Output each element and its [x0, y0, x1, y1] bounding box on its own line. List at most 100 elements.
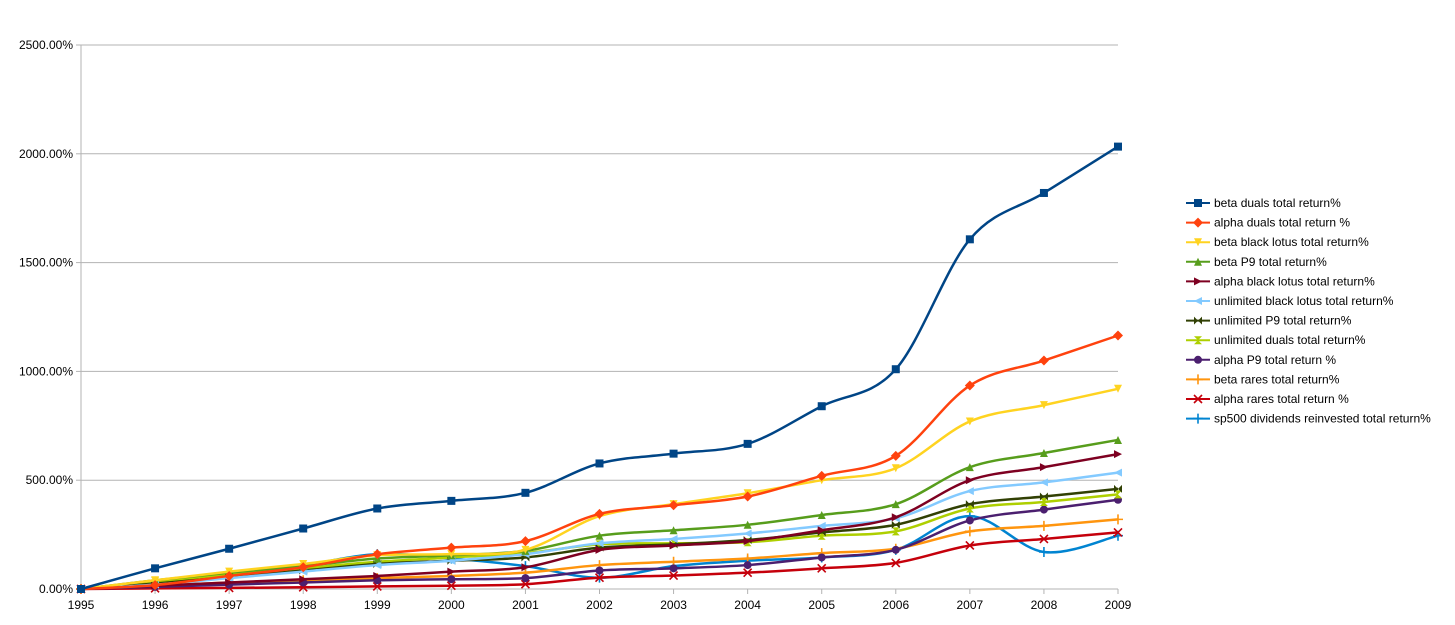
- data-point: [743, 561, 752, 570]
- legend-marker: [1194, 316, 1202, 325]
- data-point: [298, 562, 309, 573]
- data-point: [1038, 547, 1049, 558]
- series-line: [80, 387, 1119, 591]
- data-point: [594, 508, 605, 519]
- data-point: [668, 500, 679, 511]
- data-point: [1038, 355, 1049, 366]
- series-group: [76, 142, 1123, 594]
- x-tick-label: 2009: [1105, 598, 1132, 612]
- data-point: [891, 527, 900, 536]
- x-tick-label: 2007: [957, 598, 984, 612]
- x-tick-label: 2004: [734, 598, 761, 612]
- legend: beta duals total return% alpha duals tota…: [1186, 196, 1431, 426]
- legend-entry: alpha P9 total return %: [1186, 353, 1336, 367]
- legend-label: alpha black lotus total return%: [1214, 274, 1375, 288]
- data-point: [891, 365, 900, 374]
- data-point: [77, 585, 85, 593]
- legend-label: unlimited duals total return%: [1214, 333, 1366, 347]
- data-point: [1114, 435, 1122, 444]
- data-point: [965, 235, 974, 244]
- data-point: [447, 567, 456, 576]
- x-axis-tick-labels: 1995 1996 1997 1998 1999 2000 2001 2002 2003 2004…: [68, 598, 1132, 612]
- legend-entry: unlimited P9 total return%: [1186, 314, 1352, 328]
- data-point: [965, 417, 974, 426]
- data-point: [373, 504, 382, 513]
- legend-marker: [1194, 336, 1202, 345]
- y-tick-label: 2000.00%: [19, 147, 73, 161]
- data-point: [1113, 330, 1123, 341]
- x-tick-label: 2000: [438, 598, 465, 612]
- x-tick-label: 2003: [660, 598, 687, 612]
- data-point: [891, 500, 900, 509]
- data-point: [1113, 527, 1123, 537]
- data-point: [891, 464, 900, 473]
- legend-marker: [1193, 413, 1203, 424]
- legend-entry: beta black lotus total return%: [1186, 235, 1369, 249]
- data-point: [890, 450, 901, 461]
- data-point: [1114, 468, 1122, 477]
- y-tick-label: 500.00%: [26, 473, 74, 487]
- data-point: [817, 521, 826, 530]
- data-point: [1039, 449, 1048, 457]
- legend-entry: alpha duals total return %: [1186, 216, 1350, 230]
- y-tick-label: 1000.00%: [19, 364, 73, 378]
- data-point: [817, 511, 826, 520]
- data-point: [965, 500, 974, 509]
- data-point: [520, 536, 531, 547]
- data-point: [1114, 490, 1122, 499]
- x-tick-label: 1996: [142, 598, 169, 612]
- data-point: [1039, 188, 1048, 197]
- data-point: [1113, 514, 1123, 525]
- data-point: [891, 558, 901, 568]
- data-point: [1039, 492, 1048, 501]
- legend-entry: unlimited black lotus total return%: [1186, 294, 1394, 308]
- data-point: [669, 534, 678, 543]
- data-point: [447, 496, 456, 505]
- legend-label: alpha duals total return %: [1214, 216, 1350, 230]
- data-point: [594, 573, 605, 583]
- data-point: [373, 571, 382, 580]
- data-point: [446, 542, 457, 553]
- data-point: [521, 574, 530, 583]
- legend-marker: [1193, 217, 1203, 228]
- data-point: [1039, 505, 1048, 514]
- y-tick-label: 1500.00%: [19, 256, 73, 270]
- data-point: [965, 504, 974, 513]
- legend-marker: [1194, 297, 1202, 305]
- data-point: [669, 449, 678, 458]
- data-point: [965, 476, 974, 485]
- data-point: [1114, 450, 1122, 459]
- data-point: [669, 526, 678, 535]
- legend-marker: [1194, 277, 1202, 286]
- data-point: [817, 526, 826, 535]
- data-point: [965, 540, 975, 551]
- data-point: [595, 539, 604, 548]
- data-point: [225, 578, 234, 587]
- x-tick-label: 2002: [586, 598, 613, 612]
- data-point: [965, 516, 974, 525]
- series-alpha-duals-total-return: [76, 330, 1123, 594]
- data-point: [669, 564, 678, 573]
- data-point: [1114, 142, 1122, 151]
- x-tick-label: 2006: [882, 598, 909, 612]
- legend-entry: alpha black lotus total return%: [1186, 274, 1375, 288]
- data-point: [595, 531, 604, 540]
- legend-marker: [1194, 257, 1202, 266]
- data-point: [446, 581, 456, 591]
- legend-label: beta duals total return%: [1214, 196, 1341, 210]
- data-point: [743, 537, 752, 546]
- data-point: [816, 470, 827, 481]
- data-point: [965, 463, 974, 472]
- data-point: [299, 575, 308, 584]
- legend-entry: alpha rares total return %: [1186, 392, 1349, 406]
- data-point: [150, 580, 161, 591]
- data-point: [817, 553, 826, 562]
- x-tick-label: 2008: [1031, 598, 1058, 612]
- legend-entry: beta P9 total return%: [1186, 255, 1327, 269]
- data-point: [520, 579, 530, 589]
- legend-marker: [1194, 238, 1202, 247]
- data-point: [447, 575, 456, 584]
- legend-marker: [1194, 355, 1202, 364]
- series-line: [80, 145, 1119, 591]
- legend-label: unlimited P9 total return%: [1214, 314, 1352, 328]
